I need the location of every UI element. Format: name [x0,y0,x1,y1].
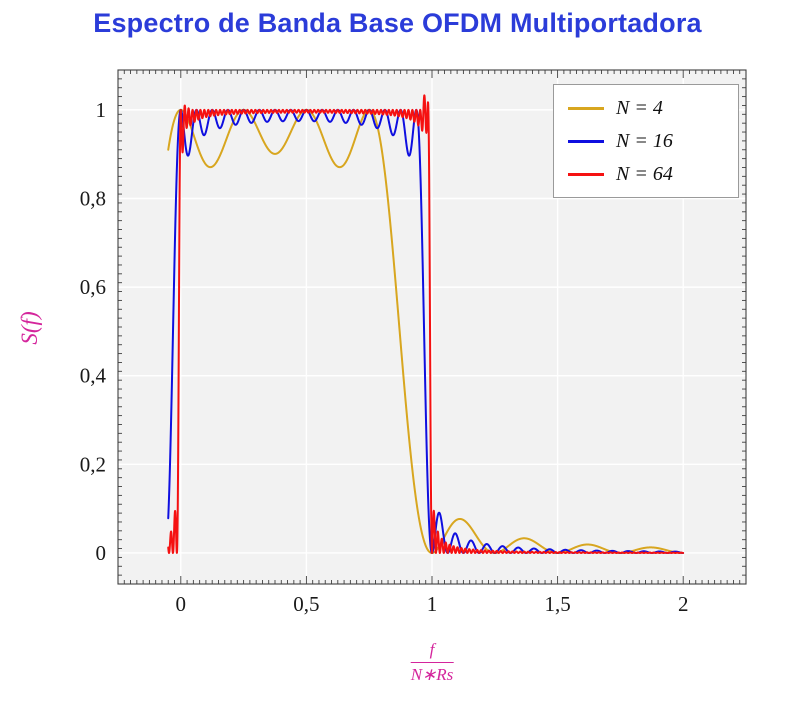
legend-entry-n4: N = 4 [568,95,724,121]
x-axis-label: f N∗Rs [410,640,454,685]
y-tick-label: 0,8 [80,187,106,211]
plot-frame [117,69,747,585]
legend-swatch-n64 [568,172,604,176]
x-axis-label-denominator: N∗Rs [410,665,454,684]
legend-entry-n64: N = 64 [568,161,724,187]
legend-box: N = 4 N = 16 N = 64 [553,84,739,198]
y-tick-label: 0,6 [80,275,106,299]
legend-label-n64: N = 64 [616,162,673,185]
x-tick-label: 1 [427,592,438,616]
y-tick-label: 0,4 [80,364,107,388]
y-axis-label: S(f) [17,311,42,345]
x-tick-label: 0,5 [293,592,319,616]
x-tick-label: 1,5 [544,592,570,616]
legend-entry-n16: N = 16 [568,128,724,154]
x-axis-label-numerator: f [410,640,454,663]
y-tick-label: 1 [96,98,107,122]
chart-title: Espectro de Banda Base OFDM Multiportado… [93,8,702,38]
x-tick-label: 2 [678,592,689,616]
x-tick-label: 0 [176,592,187,616]
series-curve-n16 [167,108,685,554]
legend-swatch-n16 [568,139,604,143]
series-curve-n64 [167,94,685,554]
y-tick-label: 0,2 [80,452,106,476]
legend-swatch-n4 [568,106,604,110]
y-tick-label: 0 [96,541,107,565]
legend-label-n4: N = 4 [616,96,663,119]
legend-label-n16: N = 16 [616,129,673,152]
